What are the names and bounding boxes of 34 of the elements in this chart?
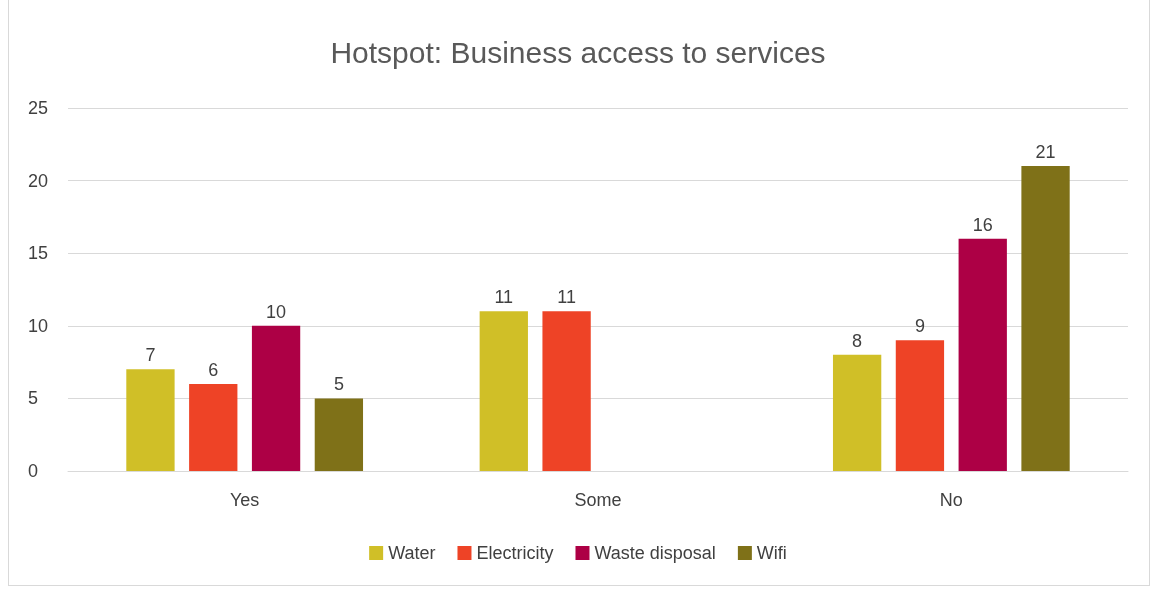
bar <box>189 383 238 471</box>
y-tick-label: 10 <box>28 315 49 336</box>
data-label: 8 <box>852 330 863 351</box>
bar <box>895 340 945 471</box>
data-label: 6 <box>208 359 219 380</box>
chart-title: Hotspot: Business access to services <box>330 35 826 69</box>
legend-label: Waste disposal <box>594 543 716 563</box>
data-label: 11 <box>557 287 576 308</box>
legend-label: Water <box>388 543 436 563</box>
bar <box>479 311 528 471</box>
y-tick-label: 20 <box>28 170 49 191</box>
y-tick-label: 15 <box>28 243 49 264</box>
legend-label: Electricity <box>476 543 554 563</box>
x-tick-label: Yes <box>229 490 260 510</box>
bar <box>314 398 364 471</box>
data-label: 9 <box>914 316 925 337</box>
bar <box>958 238 1007 471</box>
bar <box>126 369 175 471</box>
y-tick-label: 25 <box>28 98 49 118</box>
data-label: 11 <box>494 287 514 308</box>
data-label: 21 <box>1035 142 1056 163</box>
y-tick-label: 0 <box>28 461 39 481</box>
legend-label: Wifi <box>756 543 787 563</box>
data-label: 5 <box>333 374 344 395</box>
bar <box>1021 166 1070 471</box>
data-label: 10 <box>266 301 287 322</box>
data-label: 16 <box>972 214 993 235</box>
x-tick-label: Some <box>574 490 622 510</box>
x-tick-label: No <box>939 490 963 510</box>
bar <box>832 354 882 471</box>
y-tick-label: 5 <box>28 388 39 409</box>
data-label: 7 <box>145 345 156 366</box>
bar <box>251 325 301 471</box>
bar <box>542 311 591 471</box>
